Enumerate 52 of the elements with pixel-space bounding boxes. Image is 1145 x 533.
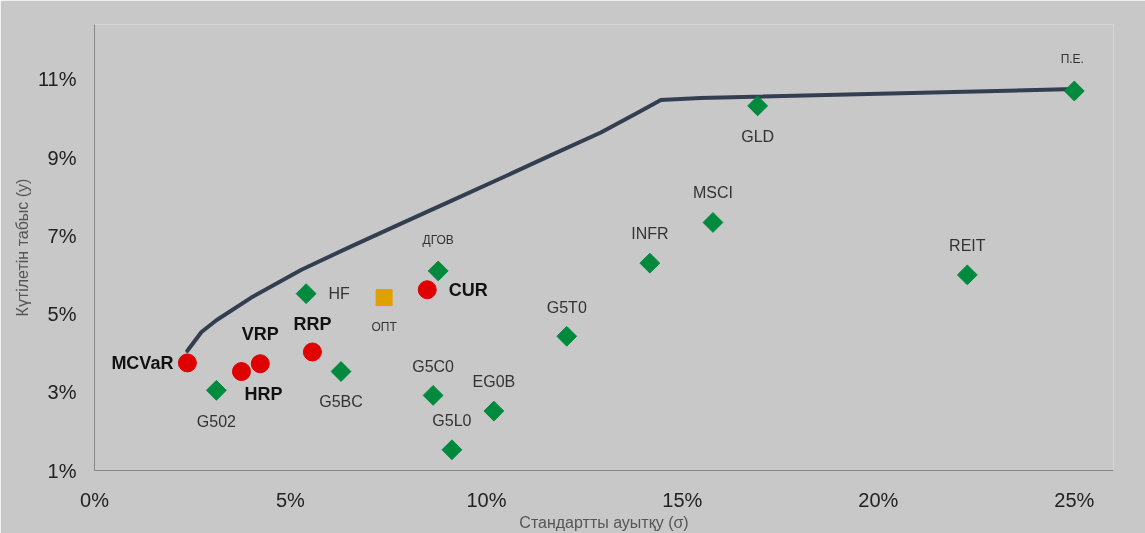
y-tick-label: 9% [47,146,77,169]
point [956,264,978,286]
y-tick-label: 1% [47,459,77,482]
point [417,280,437,300]
annotation: G502 [196,412,237,430]
annotation: CUR [448,279,488,300]
annotation: RRP [293,313,332,334]
point [330,361,352,382]
point [747,95,769,117]
point [177,353,197,373]
annotation: П.Е. [1060,52,1084,67]
annotation: ДГОВ [422,232,454,247]
point [302,342,322,362]
point [427,260,449,282]
point [639,252,661,274]
x-tick-label: 20% [858,488,899,511]
annotation: REIT [949,237,986,255]
x-tick-label: 10% [466,488,507,511]
x-tick-label: 25% [1054,488,1095,511]
annotation: GLD [741,128,775,146]
point [250,354,270,374]
annotation: MSCI [692,183,733,201]
annotation: EG0B [472,372,516,390]
point [205,379,227,401]
point [295,283,317,305]
annotation: ОПТ [371,319,398,334]
point [375,289,393,307]
x-axis-title: Стандартты ауытқу (σ) [519,513,689,531]
annotation: G5T0 [546,298,587,316]
annotation: G5L0 [432,412,472,430]
point [483,400,505,422]
point [556,325,578,347]
annotation: INFR [631,224,669,242]
point [702,212,724,233]
y-tick-label: 7% [47,224,77,247]
point [422,384,444,406]
point [441,439,463,461]
point [231,362,251,381]
annotation: MCVaR [111,352,174,373]
y-tick-label: 5% [47,303,77,326]
annotation: HRP [244,383,283,404]
annotation: G5C0 [412,357,455,375]
y-tick-label: 11% [37,68,77,91]
x-tick-label: 5% [276,488,306,511]
y-tick-label: 3% [47,381,77,404]
x-tick-label: 0% [80,488,110,511]
annotation: G5BC [319,393,363,411]
y-axis-title: Күтілетін табыс (у) [13,178,31,317]
point [1063,80,1085,102]
annotation: VRP [241,323,279,344]
x-tick-label: 15% [662,488,703,511]
annotation: HF [328,285,351,303]
